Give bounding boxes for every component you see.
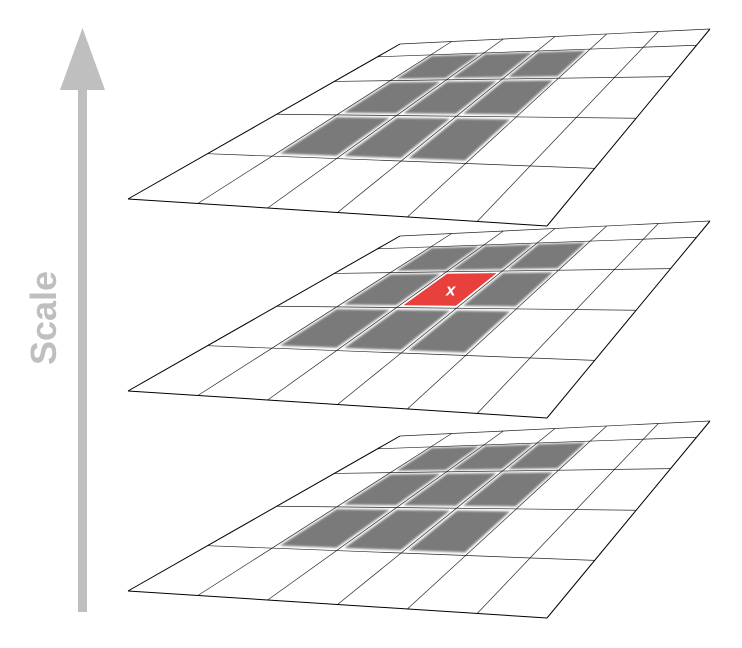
grid-line-column [476, 31, 659, 222]
neighbor-cell [344, 509, 450, 551]
grid-line-column [407, 225, 607, 410]
neighbor-cell [280, 509, 390, 548]
grid-line-column [476, 423, 659, 614]
neighbor-cell [463, 80, 553, 115]
neighbor-cell [343, 273, 441, 306]
scale-layer-top [127, 28, 711, 227]
scale-axis-label: Scale [23, 271, 64, 365]
neighbor-cell [343, 473, 441, 506]
neighbor-cell [280, 309, 390, 348]
scale-arrow-head [60, 28, 105, 90]
neighbor-cell [508, 242, 586, 270]
neighbor-cell [396, 246, 479, 271]
neighbor-cell [408, 118, 510, 161]
neighbor-cell [408, 310, 510, 353]
neighbor-cell [452, 244, 533, 270]
neighbor-cell [463, 272, 553, 307]
grid-line-column [197, 433, 452, 596]
scale-layer-middle: x [127, 220, 711, 419]
neighbor-cell [280, 117, 390, 156]
grid-line-column [197, 41, 452, 204]
neighbor-cell [463, 472, 553, 507]
neighbor-cell [344, 117, 450, 159]
neighbor-cell [343, 81, 441, 114]
grid-line-column [197, 233, 452, 396]
neighbor-cell [403, 81, 497, 114]
grid-line-column [337, 36, 556, 213]
grid-line-column [127, 235, 401, 392]
center-sample-cell [403, 273, 497, 306]
neighbor-cell [408, 510, 510, 553]
neighbor-cell [403, 473, 497, 506]
grid-line-column [267, 230, 504, 401]
grid-line-column [546, 420, 711, 619]
neighbor-cell [508, 442, 586, 470]
scale-layer-bottom [127, 420, 711, 619]
grid-line-column [337, 428, 556, 605]
neighbor-cell [508, 50, 586, 78]
grid-line-column [127, 43, 401, 200]
grid-line-column [267, 38, 504, 209]
grid-line-column [127, 435, 401, 592]
grid-line-column [267, 430, 504, 601]
grid-line-column [407, 33, 607, 218]
grid-line-column [546, 220, 711, 419]
center-sample-label: x [445, 280, 457, 299]
scale-arrow [60, 28, 105, 612]
neighbor-cell [396, 446, 479, 471]
neighbor-cell [344, 309, 450, 351]
neighbor-cell [452, 444, 533, 470]
grid-line-column [546, 28, 711, 227]
grid-line-column [407, 425, 607, 610]
grid-line-column [476, 223, 659, 414]
scale-arrow-shaft [78, 86, 87, 612]
grid-line-column [337, 228, 556, 405]
neighbor-cell [396, 54, 479, 79]
neighbor-cell [452, 52, 533, 78]
